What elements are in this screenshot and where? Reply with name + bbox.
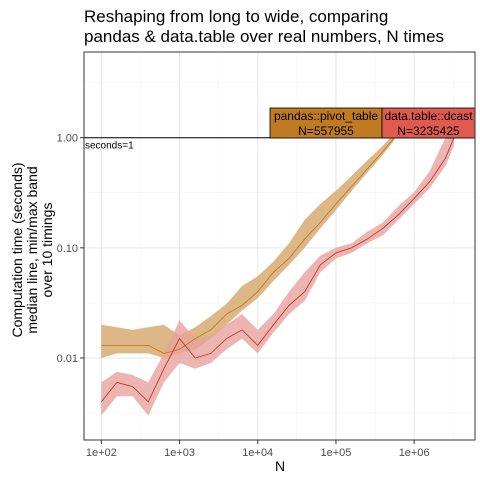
- series-0-label-n: N=557955: [298, 124, 354, 138]
- chart-title-line-2: pandas & data.table over real numbers, N…: [84, 27, 444, 46]
- series-0-band: [101, 134, 395, 358]
- series-1-median-line: [100, 137, 455, 403]
- reference-line-label: seconds=1: [85, 141, 134, 152]
- x-tick-label-4: 1e+06: [399, 447, 430, 459]
- y-axis-title-line-2: median line, min/max band: [24, 166, 40, 333]
- x-axis-title: N: [275, 458, 285, 474]
- series-1-label-box: [381, 107, 476, 139]
- series-0-label-name: pandas::pivot_table: [274, 109, 378, 123]
- y-tick-label-2: 1.00: [57, 133, 78, 145]
- series-0-median-line: [101, 137, 395, 354]
- y-tick-label-0: 0.01: [57, 353, 78, 365]
- x-tick-label-1: 1e+03: [164, 447, 195, 459]
- y-axis-title-line-1: Computation time (seconds): [9, 162, 25, 337]
- y-axis-title-line-3: over 10 timings: [39, 203, 55, 298]
- x-tick-label-2: 1e+04: [242, 447, 273, 459]
- series-1-band: [101, 115, 455, 416]
- chart-title-line-1: Reshaping from long to wide, comparing: [84, 7, 388, 26]
- series-1-label-name: data.table::dcast: [384, 109, 473, 123]
- panel-border: [83, 51, 476, 441]
- y-axis-title: Computation time (seconds) median line, …: [9, 162, 55, 337]
- x-tick-label-3: 1e+05: [320, 447, 351, 459]
- x-tick-label-0: 1e+02: [86, 447, 117, 459]
- series-1-label-n: N=3235425: [397, 124, 460, 138]
- y-tick-label-1: 0.10: [57, 243, 78, 255]
